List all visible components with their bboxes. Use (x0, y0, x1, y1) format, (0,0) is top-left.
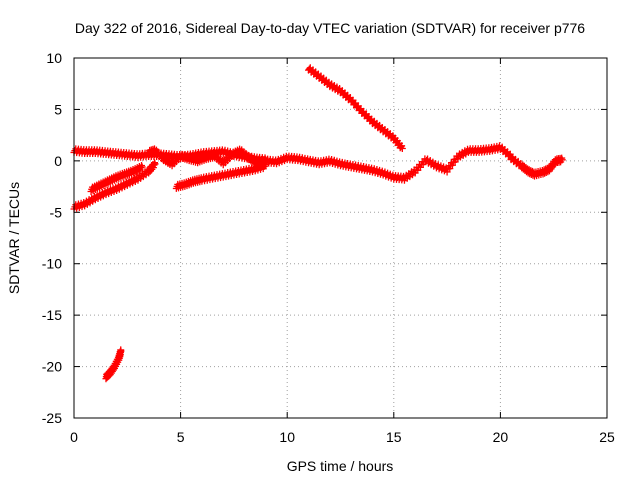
x-tick-label: 0 (70, 429, 78, 445)
segment-central-flat (262, 142, 515, 184)
x-tick-label: 15 (386, 429, 402, 445)
chart-title: Day 322 of 2016, Sidereal Day-to-day VTE… (75, 20, 585, 36)
y-axis-label: SDTVAR / TECUs (6, 182, 22, 294)
segment-lower-band (172, 160, 270, 192)
x-tick-label: 25 (599, 429, 615, 445)
data-point (398, 145, 406, 153)
grid-lines (74, 58, 607, 418)
y-tick-label: 5 (54, 101, 62, 117)
y-tick-label: -10 (42, 256, 62, 272)
x-axis-label: GPS time / hours (287, 458, 394, 474)
tick-labels: 0 5 10 15 20 25 -25 -20 -15 -10 -5 0 5 10 (42, 50, 615, 445)
plot-frame (73, 57, 608, 419)
x-tick-label: 5 (177, 429, 185, 445)
segment-wavy-middle (145, 145, 270, 170)
segment-dip-after-twenty (507, 153, 566, 180)
data-points (70, 64, 566, 383)
segment-secondary-rise (87, 162, 146, 196)
data-point (117, 347, 125, 355)
segment-low-outlier (102, 346, 125, 383)
y-tick-label: 10 (46, 50, 62, 66)
y-tick-label: -15 (42, 307, 62, 323)
segment-rising-from-minus-four (70, 159, 159, 213)
data-point (558, 156, 566, 164)
y-tick-label: -25 (42, 410, 62, 426)
segment-descending-high (305, 64, 406, 153)
x-tick-label: 10 (279, 429, 295, 445)
y-tick-label: 0 (54, 153, 62, 169)
data-point (138, 163, 146, 171)
y-tick-label: -20 (42, 359, 62, 375)
y-tick-label: -5 (50, 204, 63, 220)
data-point (138, 162, 146, 170)
data-point (151, 160, 159, 168)
x-tick-label: 20 (493, 429, 509, 445)
